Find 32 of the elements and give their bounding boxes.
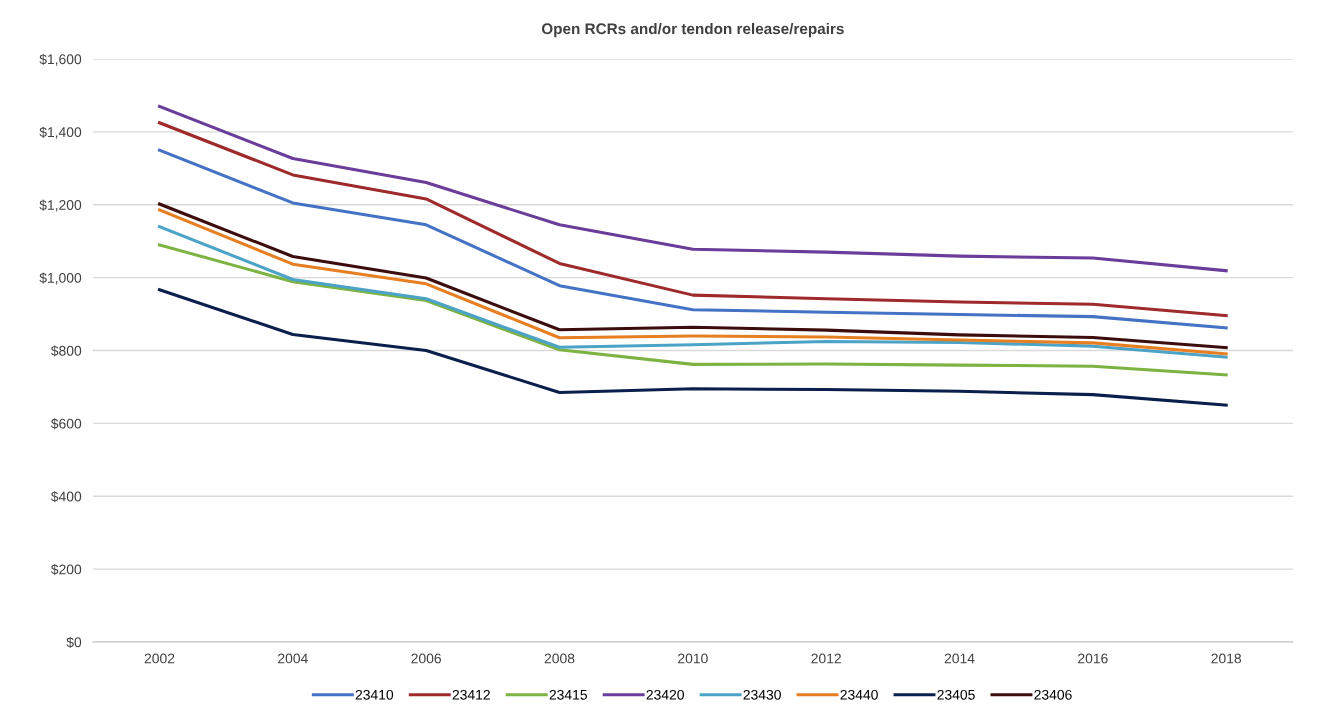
y-tick-label: $600 xyxy=(50,418,82,430)
legend-label: 23406 xyxy=(1034,689,1072,700)
x-tick-label: 2004 xyxy=(278,653,308,664)
legend-label: 23420 xyxy=(646,689,684,700)
y-tick-label: $1,600 xyxy=(39,53,82,66)
y-tick-label: $800 xyxy=(50,345,82,357)
line-series xyxy=(157,243,1228,377)
x-tick-label: 2010 xyxy=(678,653,708,664)
x-tick-label: 2006 xyxy=(411,653,441,664)
x-tick-label: 2014 xyxy=(944,653,975,664)
chart-title: Open RCRs and/or tendon release/repairs xyxy=(541,22,844,38)
legend-label: 23405 xyxy=(937,689,975,700)
legend-label: 23412 xyxy=(452,689,490,700)
x-tick-label: 2008 xyxy=(544,653,575,664)
x-tick-label: 2016 xyxy=(1078,653,1108,664)
y-tick-label: $200 xyxy=(50,563,82,576)
legend-label: 23410 xyxy=(355,689,394,700)
y-tick-label: $0 xyxy=(66,636,82,649)
y-tick-label: $1,200 xyxy=(39,199,82,212)
line-series xyxy=(157,288,1228,407)
x-tick-label: 2002 xyxy=(144,653,175,664)
legend-label: 23430 xyxy=(743,689,781,700)
line-series xyxy=(157,121,1228,318)
y-tick-label: $400 xyxy=(50,491,82,503)
legend-label: 23440 xyxy=(840,689,878,700)
y-tick-label: $1,400 xyxy=(39,126,82,139)
x-tick-label: 2012 xyxy=(811,653,841,664)
legend-label: 23415 xyxy=(549,689,587,700)
x-tick-label: 2018 xyxy=(1211,653,1242,664)
line-series xyxy=(157,148,1228,330)
line-series xyxy=(157,104,1228,273)
y-tick-label: $1,000 xyxy=(39,272,82,285)
